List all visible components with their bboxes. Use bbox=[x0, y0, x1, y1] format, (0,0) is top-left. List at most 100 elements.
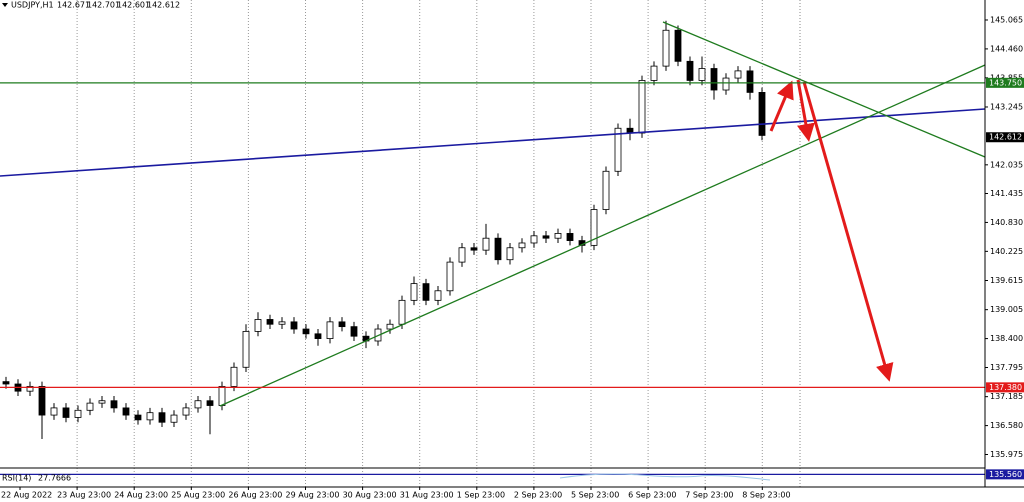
candle-body bbox=[410, 283, 418, 301]
candle-body bbox=[458, 247, 466, 263]
x-tick-label: 26 Aug 23:00 bbox=[228, 491, 282, 500]
x-tick-label: 2 Sep 23:00 bbox=[514, 491, 562, 500]
candle-body bbox=[566, 233, 574, 241]
x-tick-label: 30 Aug 23:00 bbox=[343, 491, 397, 500]
candle-body bbox=[650, 65, 658, 81]
y-tick-label: 139.005 bbox=[990, 305, 1023, 314]
candle-body bbox=[434, 290, 442, 301]
candle-body bbox=[2, 381, 10, 385]
price-label-box bbox=[986, 382, 1024, 393]
quote-open: 142.671 bbox=[57, 1, 90, 10]
x-tick-label: 5 Sep 23:00 bbox=[571, 491, 619, 500]
trend-line bbox=[0, 108, 986, 177]
arrow bbox=[802, 81, 894, 382]
candle-body bbox=[698, 68, 706, 81]
candle-body bbox=[290, 321, 298, 330]
symbol: USDJPY,H1 bbox=[11, 1, 54, 10]
y-tick-label: 139.615 bbox=[990, 276, 1023, 285]
candle-body bbox=[482, 237, 490, 251]
y-tick-label: 140.830 bbox=[990, 218, 1023, 227]
y-tick-label: 142.035 bbox=[990, 160, 1023, 169]
candle-body bbox=[674, 29, 682, 62]
x-tick-label: 1 Sep 23:00 bbox=[457, 491, 505, 500]
candle-body bbox=[470, 247, 478, 251]
candle-body bbox=[734, 70, 742, 79]
candle-body bbox=[86, 402, 94, 411]
arrow bbox=[769, 80, 794, 132]
candle-body bbox=[50, 407, 58, 416]
candle-body bbox=[230, 366, 238, 387]
arrow bbox=[796, 79, 815, 142]
price-label: 142.612 bbox=[989, 133, 1022, 142]
rsi-line bbox=[559, 473, 771, 481]
candle-body bbox=[26, 385, 34, 392]
candle-body bbox=[542, 235, 550, 239]
candle-body bbox=[350, 326, 358, 337]
trend-line bbox=[219, 64, 986, 407]
y-tick-label: 143.245 bbox=[990, 102, 1023, 111]
y-tick-label: 145.065 bbox=[990, 15, 1023, 24]
x-tick-label: 29 Aug 23:00 bbox=[286, 491, 340, 500]
candle-body bbox=[242, 331, 250, 368]
candle-body bbox=[746, 70, 754, 93]
y-tick-label: 144.460 bbox=[990, 44, 1023, 53]
candle-body bbox=[686, 60, 694, 81]
candle-body bbox=[638, 80, 646, 134]
candle-body bbox=[134, 414, 142, 421]
x-tick-label: 22 Aug 2022 bbox=[1, 491, 52, 500]
candle-body bbox=[494, 237, 502, 261]
candle-body bbox=[530, 235, 538, 244]
price-lines bbox=[0, 82, 985, 475]
x-tick-label: 6 Sep 23:00 bbox=[628, 491, 676, 500]
candle-body bbox=[158, 412, 166, 423]
candle-body bbox=[170, 414, 178, 423]
candle-body bbox=[206, 400, 214, 406]
candle-body bbox=[122, 407, 130, 416]
y-tick-label: 141.435 bbox=[990, 189, 1023, 198]
price-label-box bbox=[986, 132, 1024, 143]
x-tick-label: 7 Sep 23:00 bbox=[685, 491, 733, 500]
candle-body bbox=[218, 385, 226, 406]
y-tick-label: 136.580 bbox=[990, 421, 1023, 430]
candle-body bbox=[398, 299, 406, 325]
candle-body bbox=[722, 77, 730, 91]
candle-body bbox=[338, 321, 346, 328]
price-label-box bbox=[986, 77, 1024, 88]
candle-body bbox=[302, 328, 310, 335]
x-tick-label: 23 Aug 23:00 bbox=[57, 491, 111, 500]
price-label: 137.380 bbox=[989, 383, 1022, 392]
candle-body bbox=[614, 127, 622, 172]
candle-body bbox=[146, 412, 154, 421]
candle-body bbox=[758, 92, 766, 136]
price-label-box bbox=[986, 469, 1024, 480]
indicator-value: 27.7666 bbox=[38, 474, 71, 483]
y-tick-label: 140.225 bbox=[990, 247, 1023, 256]
axis-labels: 145.065 144.460 143.855 143.245 142.035 141.4… bbox=[1, 15, 1024, 500]
candle-body bbox=[254, 319, 262, 332]
candle-body bbox=[554, 233, 562, 239]
candle-body bbox=[506, 247, 514, 261]
candle-body bbox=[194, 400, 202, 409]
trend-line bbox=[662, 21, 986, 158]
y-tick-label: 137.185 bbox=[990, 392, 1023, 401]
candles bbox=[2, 20, 766, 439]
x-tick-label: 24 Aug 23:00 bbox=[114, 491, 168, 500]
candle-body bbox=[278, 321, 286, 325]
quote-high: 142.701 bbox=[87, 1, 120, 10]
x-tick-label: 25 Aug 23:00 bbox=[171, 491, 225, 500]
menu-icon[interactable] bbox=[2, 3, 8, 7]
candle-body bbox=[266, 319, 274, 325]
candle-body bbox=[446, 261, 454, 292]
quote-low: 142.601 bbox=[117, 1, 150, 10]
x-tick-label: 31 Aug 23:00 bbox=[400, 491, 454, 500]
candle-body bbox=[110, 400, 118, 409]
price-label: 143.750 bbox=[989, 78, 1022, 87]
candle-body bbox=[602, 170, 610, 210]
candle-body bbox=[182, 407, 190, 416]
candle-body bbox=[98, 400, 106, 404]
candle-body bbox=[422, 283, 430, 301]
candle-body bbox=[314, 333, 322, 339]
y-tick-label: 137.795 bbox=[990, 363, 1023, 372]
indicator-name: RSI(14) bbox=[2, 474, 31, 483]
